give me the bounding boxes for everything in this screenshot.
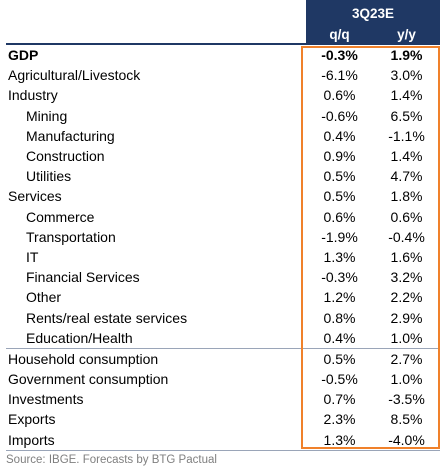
table-row-investments: Investments 0.7% -3.5% (6, 389, 440, 409)
period-header: 3Q23E (306, 0, 440, 26)
qq-value: -0.3% (321, 269, 358, 286)
qq-value: -0.5% (321, 371, 358, 388)
row-label: Education/Health (26, 329, 133, 346)
qq-value: 0.4% (323, 329, 356, 346)
table-row-imports: Imports 1.3% -4.0% (6, 430, 440, 451)
table-row-commerce: Commerce 0.6% 0.6% (6, 207, 440, 227)
table-row-it: IT 1.3% 1.6% (6, 247, 440, 267)
table-row-construction: Construction 0.9% 1.4% (6, 146, 440, 166)
yy-value: 1.6% (390, 248, 423, 265)
table-row-industry: Industry 0.6% 1.4% (6, 85, 440, 105)
row-label: Rents/real estate services (26, 309, 188, 326)
table-row-exports: Exports 2.3% 8.5% (6, 409, 440, 429)
qq-value: 0.6% (323, 208, 356, 225)
row-label: Industry (8, 87, 58, 104)
row-label: Government consumption (8, 371, 169, 388)
table-row-agricultural: Agricultural/Livestock -6.1% 3.0% (6, 65, 440, 85)
row-label: Agricultural/Livestock (8, 67, 141, 84)
row-label: Investments (8, 391, 84, 408)
row-label: Transportation (26, 228, 116, 245)
row-label: Manufacturing (26, 127, 115, 144)
row-label: Services (8, 188, 62, 205)
qq-value: 0.7% (323, 391, 356, 408)
row-label: Other (26, 289, 62, 306)
table-row-services: Services 0.5% 1.8% (6, 186, 440, 206)
qq-column-header: q/q (329, 27, 350, 42)
table-row-manufacturing: Manufacturing 0.4% -1.1% (6, 126, 440, 146)
table-row-education-health: Education/Health 0.4% 1.0% (6, 328, 440, 349)
yy-value: 1.0% (390, 329, 423, 346)
row-label: Financial Services (26, 269, 140, 286)
table-row-financial-services: Financial Services -0.3% 3.2% (6, 267, 440, 287)
qq-value: 0.6% (323, 87, 356, 104)
yy-value: 8.5% (390, 411, 423, 428)
yy-value: 1.4% (390, 87, 423, 104)
yy-value: 1.0% (390, 371, 423, 388)
column-headers: q/q y/y (306, 26, 440, 43)
qq-value: 1.3% (323, 431, 356, 448)
qq-value: 0.8% (323, 309, 356, 326)
yy-value: 6.5% (390, 107, 423, 124)
row-label: Imports (8, 431, 55, 448)
qq-value: -6.1% (321, 67, 358, 84)
yy-value: 2.2% (390, 289, 423, 306)
yy-value: -4.0% (388, 431, 425, 448)
qq-value: 2.3% (323, 411, 356, 428)
yy-value: 1.9% (390, 47, 423, 64)
qq-value: -0.6% (321, 107, 358, 124)
yy-value: 1.4% (390, 148, 423, 165)
table-row-other: Other 1.2% 2.2% (6, 287, 440, 307)
yy-value: 2.7% (390, 350, 423, 367)
table-row-mining: Mining -0.6% 6.5% (6, 106, 440, 126)
row-label: Construction (26, 148, 105, 165)
row-label: Exports (8, 411, 56, 428)
qq-value: 0.5% (323, 168, 356, 185)
row-label: Mining (26, 107, 68, 124)
table-row-gdp: GDP -0.3% 1.9% (6, 45, 440, 65)
qq-value: 1.2% (323, 289, 356, 306)
qq-value: -1.9% (321, 228, 358, 245)
row-label: GDP (8, 47, 39, 64)
table-row-rents: Rents/real estate services 0.8% 2.9% (6, 307, 440, 327)
row-label: IT (26, 248, 39, 265)
qq-value: 1.3% (323, 248, 356, 265)
qq-value: 0.5% (323, 188, 356, 205)
row-label: Household consumption (8, 350, 159, 367)
table-row-household-consumption: Household consumption 0.5% 2.7% (6, 349, 440, 369)
row-label: Utilities (26, 168, 72, 185)
yy-value: -0.4% (388, 228, 425, 245)
yy-column-header: y/y (397, 27, 416, 42)
source-note: Source: IBGE. Forecasts by BTG Pactual (6, 454, 217, 466)
yy-value: 3.0% (390, 67, 423, 84)
yy-value: 0.6% (390, 208, 423, 225)
table-row-government-consumption: Government consumption -0.5% 1.0% (6, 369, 440, 389)
table-row-utilities: Utilities 0.5% 4.7% (6, 166, 440, 186)
yy-value: -1.1% (388, 127, 425, 144)
table-body: GDP -0.3% 1.9% Agricultural/Livestock -6… (6, 45, 440, 451)
header-divider (6, 43, 440, 45)
yy-value: -3.5% (388, 391, 425, 408)
yy-value: 1.8% (390, 188, 423, 205)
yy-value: 2.9% (390, 309, 423, 326)
yy-value: 3.2% (390, 269, 423, 286)
table-row-transportation: Transportation -1.9% -0.4% (6, 227, 440, 247)
qq-value: -0.3% (321, 47, 358, 64)
row-label: Commerce (26, 208, 95, 225)
yy-value: 4.7% (390, 168, 423, 185)
qq-value: 0.5% (323, 350, 356, 367)
qq-value: 0.4% (323, 127, 356, 144)
qq-value: 0.9% (323, 148, 356, 165)
